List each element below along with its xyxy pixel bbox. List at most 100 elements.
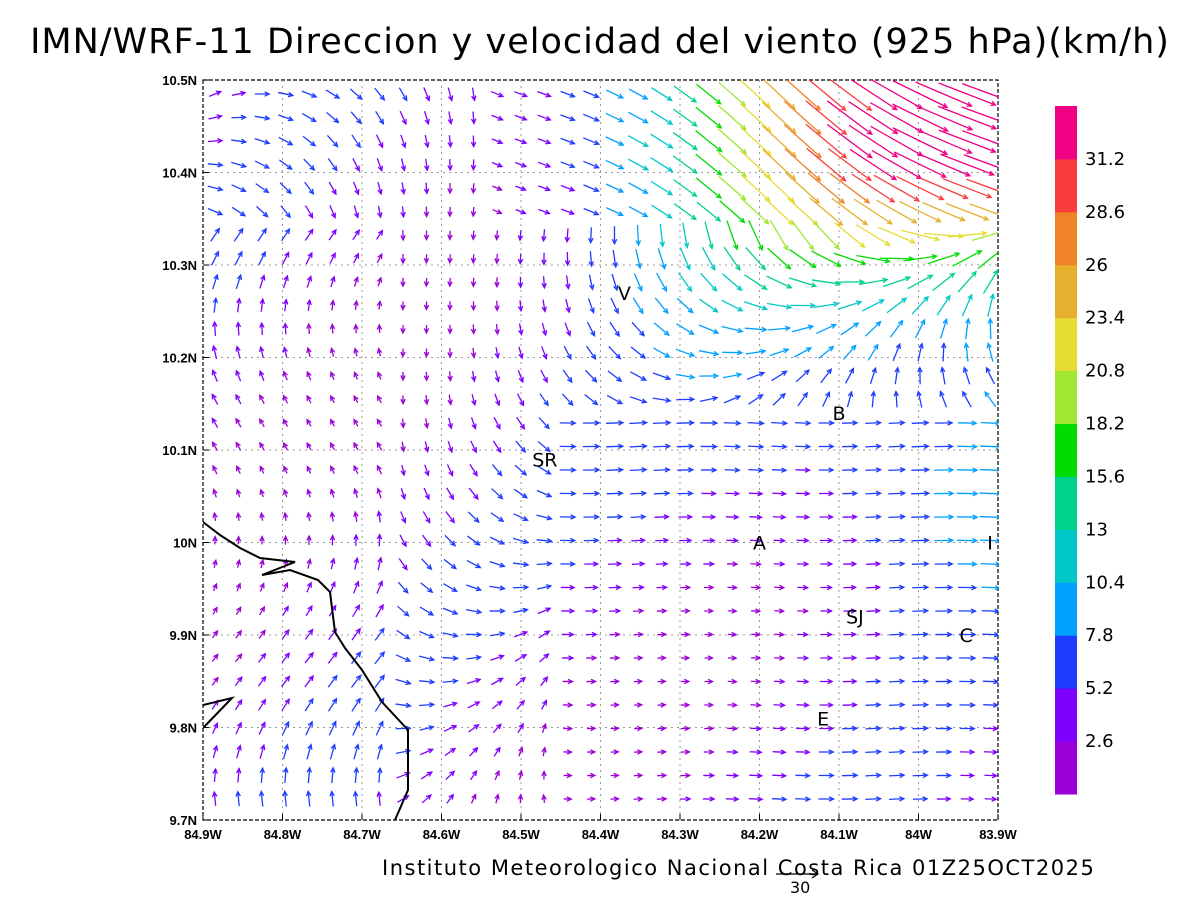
wind-arrow xyxy=(629,420,649,426)
wind-arrow xyxy=(841,796,859,802)
wind-arrow xyxy=(329,580,336,593)
colorbar-segment xyxy=(1055,582,1077,636)
wind-arrow xyxy=(795,467,812,473)
wind-arrow xyxy=(353,394,359,404)
wind-arrow xyxy=(444,747,457,757)
wind-arrow xyxy=(400,488,407,501)
wind-arrow xyxy=(846,390,854,408)
wind-arrow xyxy=(466,584,483,592)
x-tick-label: 84.4W xyxy=(582,827,620,842)
wind-arrow xyxy=(329,252,336,264)
wind-arrow xyxy=(302,113,317,123)
coastline xyxy=(203,521,409,820)
wind-arrow xyxy=(398,87,408,102)
wind-arrow xyxy=(582,443,601,450)
wind-arrow xyxy=(796,702,810,708)
wind-arrow xyxy=(467,535,481,546)
wind-arrow xyxy=(447,254,453,265)
wind-arrow xyxy=(983,702,998,708)
wind-arrow xyxy=(468,723,480,733)
wind-arrow xyxy=(235,345,241,359)
wind-arrow xyxy=(282,394,289,404)
wind-arrow xyxy=(211,676,219,686)
colorbar-segment xyxy=(1055,635,1077,689)
wind-arrow xyxy=(537,441,551,453)
wind-arrow xyxy=(259,345,265,359)
wind-arrow xyxy=(878,226,917,244)
wind-arrow xyxy=(559,420,577,426)
wind-arrow xyxy=(329,441,336,451)
wind-arrow xyxy=(850,80,899,111)
wind-arrow xyxy=(470,183,477,195)
wind-arrow xyxy=(984,772,998,779)
wind-arrow xyxy=(958,631,977,638)
wind-arrow xyxy=(681,678,691,685)
wind-arrow xyxy=(256,205,269,218)
wind-arrow xyxy=(610,796,620,802)
wind-arrow xyxy=(820,561,834,567)
wind-arrow xyxy=(700,443,718,450)
wind-arrow xyxy=(650,180,674,196)
wind-arrow xyxy=(750,702,762,708)
wind-arrow xyxy=(560,137,576,145)
wind-arrow xyxy=(236,744,242,759)
wind-arrow xyxy=(894,366,900,385)
wind-arrow xyxy=(588,250,595,268)
wind-arrow xyxy=(281,227,291,242)
wind-arrow xyxy=(982,631,998,638)
wind-arrow xyxy=(958,608,977,614)
wind-arrow xyxy=(767,247,792,270)
wind-arrow xyxy=(423,348,430,359)
wind-arrow xyxy=(795,749,811,755)
wind-arrow xyxy=(610,749,620,755)
credit-text: Instituto Meteorologico Nacional Costa R… xyxy=(382,856,1096,880)
wind-arrow xyxy=(771,443,788,450)
wind-arrow xyxy=(959,678,977,685)
wind-arrow xyxy=(491,464,503,477)
wind-arrow xyxy=(283,465,289,474)
wind-arrow xyxy=(304,205,314,219)
x-tick-label: 84.1W xyxy=(820,827,858,842)
wind-arrow xyxy=(235,393,242,405)
wind-arrow xyxy=(420,582,434,594)
wind-arrow xyxy=(211,721,219,734)
wind-arrow xyxy=(657,725,667,732)
wind-arrow xyxy=(560,184,576,192)
wind-arrow xyxy=(727,631,738,638)
wind-arrow xyxy=(561,393,574,407)
wind-arrow xyxy=(750,584,762,591)
wind-arrow xyxy=(962,366,971,385)
wind-arrow xyxy=(797,655,810,661)
wind-arrow xyxy=(892,127,949,155)
wind-arrow xyxy=(421,534,432,548)
wind-arrow xyxy=(583,160,601,169)
wind-arrow xyxy=(350,651,362,665)
wind-arrow xyxy=(447,135,453,149)
x-tick-label: 84.7W xyxy=(343,827,381,842)
wind-arrow xyxy=(607,537,623,544)
wind-arrow xyxy=(447,371,453,383)
wind-arrow xyxy=(259,274,266,289)
wind-arrow xyxy=(353,510,359,522)
wind-arrow xyxy=(866,655,882,661)
wind-arrow xyxy=(911,561,930,567)
wind-arrow xyxy=(586,655,598,661)
wind-arrow xyxy=(827,148,872,182)
wind-arrow xyxy=(680,749,691,755)
wind-arrow xyxy=(936,772,953,779)
wind-arrow xyxy=(695,106,723,129)
wind-arrow xyxy=(843,584,858,591)
wind-arrow xyxy=(489,608,506,614)
wind-arrow xyxy=(927,252,961,265)
wind-arrow xyxy=(561,631,575,638)
wind-arrow xyxy=(912,678,930,685)
wind-arrow xyxy=(677,467,695,473)
wind-arrow xyxy=(563,725,574,732)
wind-arrow xyxy=(842,514,858,520)
wind-arrow xyxy=(820,631,834,638)
wind-arrow xyxy=(842,702,858,708)
wind-arrow xyxy=(563,796,573,802)
wind-arrow xyxy=(583,537,600,544)
wind-arrow xyxy=(306,766,313,784)
wind-arrow xyxy=(235,535,242,545)
